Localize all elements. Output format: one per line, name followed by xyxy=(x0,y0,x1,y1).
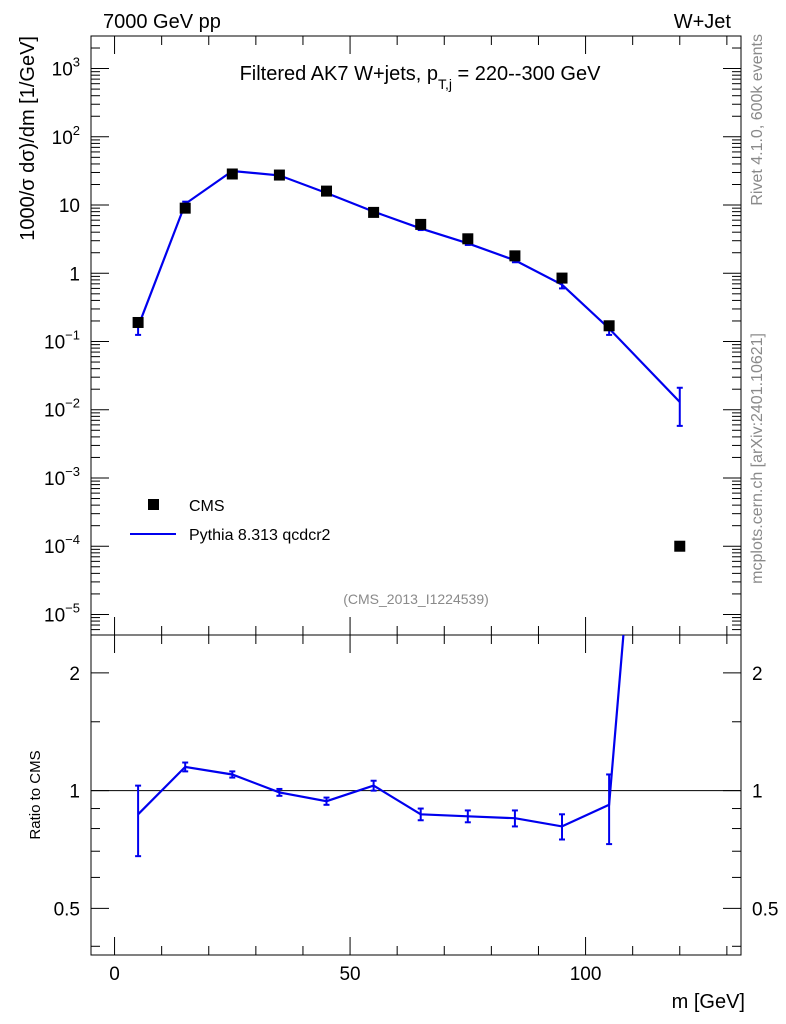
tick-base: 10 xyxy=(44,605,65,626)
pythia-series-line xyxy=(137,169,681,403)
cms-data-point xyxy=(603,320,615,332)
ratio-y-tick-label: 1 xyxy=(69,782,80,803)
cms-data-point xyxy=(132,316,144,328)
rivet-version-label: Rivet 4.1.0, 600k events xyxy=(749,34,766,206)
data-layer xyxy=(132,168,686,858)
ratio-y-tick-label-right: 1 xyxy=(752,782,763,803)
tick-base: 10 xyxy=(52,60,73,81)
main-plot-frame xyxy=(90,35,742,636)
tick-exponent: −3 xyxy=(65,464,80,479)
cms-data-point xyxy=(415,218,427,230)
tick-exponent: 2 xyxy=(73,123,80,138)
main-y-tick-label: 102 xyxy=(52,123,80,149)
cms-data-point xyxy=(226,168,238,180)
x-tick-label: 0 xyxy=(109,964,120,985)
cms-data-point xyxy=(462,233,474,245)
title-subscript: T,j xyxy=(438,76,452,92)
cms-data-point xyxy=(179,202,191,214)
analysis-id-annotation: (CMS_2013_I1224539) xyxy=(343,591,489,607)
main-y-tick-label: 10−2 xyxy=(44,396,80,422)
legend-label-cms: CMS xyxy=(189,498,225,515)
legend-marker-cms xyxy=(148,499,159,510)
x-tick-label: 50 xyxy=(339,964,360,985)
main-y-tick-label: 103 xyxy=(52,55,80,81)
ratio-y-tick-label-right: 2 xyxy=(752,664,763,685)
title-rest: = 220--300 GeV xyxy=(452,63,601,85)
main-y-tick-label: 10 xyxy=(59,196,80,217)
cms-data-point xyxy=(273,169,285,181)
tick-base: 10 xyxy=(44,537,65,558)
ratio-series-line xyxy=(137,634,625,828)
header-left-label: 7000 GeV pp xyxy=(103,11,221,33)
ratio-y-tick-label: 2 xyxy=(69,664,80,685)
ratio-y-axis-label: Ratio to CMS xyxy=(27,750,44,839)
ratio-y-tick-label: 0.5 xyxy=(54,899,80,920)
tick-base: 10 xyxy=(44,469,65,490)
tick-base: 10 xyxy=(52,128,73,149)
tick-exponent: −4 xyxy=(65,532,80,547)
main-y-tick-label: 10−4 xyxy=(44,532,80,558)
main-y-tick-label: 1 xyxy=(69,264,80,285)
tick-exponent: −2 xyxy=(65,396,80,411)
title-main: Filtered AK7 W+jets, p xyxy=(240,63,438,85)
tick-base: 10 xyxy=(44,401,65,422)
plot-title: Filtered AK7 W+jets, pT,j = 220--300 GeV xyxy=(240,63,602,92)
ratio-plot-frame xyxy=(90,634,742,956)
main-y-axis-label: 1000/σ dσ)/dm [1/GeV] xyxy=(17,36,39,241)
ratio-y-tick-label-right: 0.5 xyxy=(752,899,778,920)
legend-label-pythia: Pythia 8.313 qcdcr2 xyxy=(189,527,331,544)
x-tick-label: 100 xyxy=(570,964,602,985)
cms-data-point xyxy=(368,206,380,218)
x-axis-label: m [GeV] xyxy=(672,991,745,1013)
header-right-label: W+Jet xyxy=(674,11,732,33)
tick-exponent: 3 xyxy=(73,55,80,70)
main-y-tick-label: 10−1 xyxy=(44,328,80,354)
cms-data-point xyxy=(509,250,521,262)
legend: CMS Pythia 8.313 qcdcr2 xyxy=(130,498,331,544)
cms-data-point xyxy=(321,185,333,197)
tick-base: 1 xyxy=(69,264,80,285)
cms-data-point xyxy=(556,272,568,284)
main-y-tick-label: 10−3 xyxy=(44,464,80,490)
mcplots-label: mcplots.cern.ch [arXiv:2401.10621] xyxy=(749,333,766,584)
tick-base: 10 xyxy=(59,196,80,217)
cms-data-point xyxy=(674,540,686,552)
tick-exponent: −1 xyxy=(65,328,80,343)
tick-base: 10 xyxy=(44,333,65,354)
main-y-tick-label: 10−5 xyxy=(44,600,80,626)
tick-exponent: −5 xyxy=(65,600,80,615)
